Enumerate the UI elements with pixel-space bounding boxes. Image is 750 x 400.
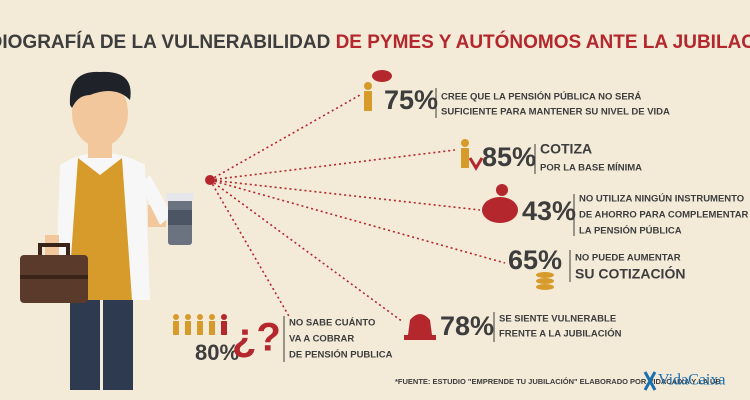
stat-text: NO PUEDE AUMENTAR — [575, 253, 681, 264]
title-part2: DE PYMES Y AUTÓNOMOS ANTE LA JUBILACIÓN — [336, 31, 750, 53]
logo: VidaCaixa — [658, 372, 725, 389]
stat-text: FRENTE A LA JUBILACIÓN — [499, 328, 622, 340]
stat-text: SUFICIENTE PARA MANTENER SU NIVEL DE VID… — [441, 107, 670, 118]
title-part1: RADIOGRAFÍA DE LA VULNERABILIDAD — [0, 31, 330, 53]
stat-percent: 75% — [384, 85, 438, 115]
stat-text: SE SIENTE VULNERABLE — [499, 314, 616, 325]
stat-text: SU COTIZACIÓN — [575, 265, 685, 282]
stat-percent: 80% — [195, 340, 239, 365]
stat-text: LA PENSIÓN PÚBLICA — [579, 225, 682, 237]
stat-percent: 65% — [508, 245, 562, 275]
logo-mark — [643, 371, 657, 391]
stat-text: CREE QUE LA PENSIÓN PÚBLICA NO SERÁ — [441, 91, 642, 103]
connector-lines — [205, 94, 506, 323]
stat-text: VA A COBRAR — [289, 334, 354, 345]
stat-symbol: ¿? — [232, 316, 281, 360]
title: RADIOGRAFÍA DE LA VULNERABILIDAD DE PYME… — [0, 31, 750, 53]
stat-percent: 85% — [482, 142, 536, 172]
stat-text: DE PENSIÓN PUBLICA — [289, 349, 393, 361]
stat-text: POR LA BASE MÍNIMA — [540, 163, 642, 174]
icons — [173, 70, 554, 340]
stat-text: DE AHORRO PARA COMPLEMENTAR — [579, 210, 749, 221]
footnote: *FUENTE: ESTUDIO "EMPRENDE TU JUBILACIÓN… — [395, 377, 721, 386]
stat-text: NO SABE CUÁNTO — [289, 318, 375, 329]
stat-text: NO UTILIZA NINGÚN INSTRUMENTO — [579, 193, 744, 205]
stat-percent: 78% — [440, 311, 494, 341]
person-illustration — [20, 71, 194, 390]
stat-text: COTIZA — [540, 141, 592, 157]
stat-percent: 43% — [522, 196, 576, 226]
